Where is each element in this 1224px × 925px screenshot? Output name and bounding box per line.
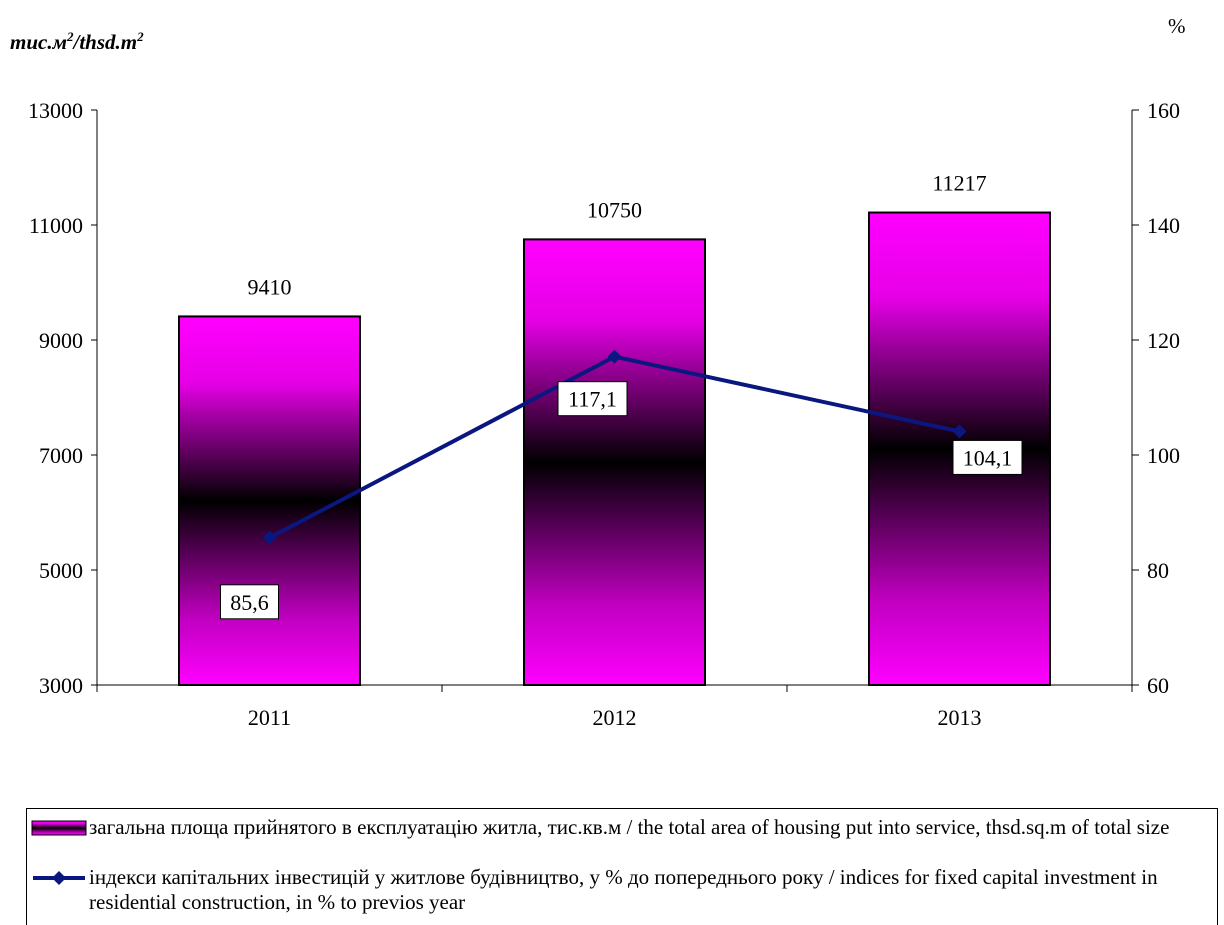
x-tick-label: 2012: [593, 705, 637, 730]
bar-data-label: 10750: [587, 197, 642, 222]
left-tick-label: 11000: [29, 213, 83, 238]
left-tick-label: 9000: [39, 328, 83, 353]
line-data-label: 85,6: [230, 590, 269, 615]
right-tick-label: 140: [1147, 213, 1180, 238]
line-data-label-box: [952, 439, 1023, 475]
legend-bar-label: загальна площа прийнятого в експлуатацію…: [89, 815, 1170, 839]
legend-line-label: індекси капітальних інвестицій у житлове…: [89, 865, 1158, 914]
left-tick-label: 3000: [39, 673, 83, 698]
right-tick-label: 80: [1147, 558, 1169, 583]
bar-data-label: 9410: [248, 274, 292, 299]
legend-line-swatch: [33, 871, 85, 885]
line-point: [952, 424, 967, 439]
bar-series: 9410 10750 11217: [178, 171, 1051, 687]
line-data-label: 117,1: [568, 387, 617, 412]
legend: загальна площа прийнятого в експлуатацію…: [26, 808, 1218, 925]
bar: [523, 238, 706, 686]
right-tick-label: 100: [1147, 443, 1180, 468]
x-tick-label: 2013: [938, 705, 982, 730]
right-tick-label: 160: [1147, 98, 1180, 123]
line-data-label-box: [557, 381, 628, 417]
right-tick-label: 120: [1147, 328, 1180, 353]
left-tick-label: 13000: [28, 98, 83, 123]
bar-data-label: 11217: [932, 171, 986, 196]
bar: [178, 315, 361, 686]
line-point: [607, 349, 622, 364]
line-series: 85,6 117,1 104,1: [220, 349, 1023, 620]
line-data-label-box: [220, 584, 279, 620]
line-data-label: 104,1: [963, 445, 1013, 470]
line-point: [262, 530, 277, 545]
combo-chart: 3000 5000 7000 9000 11000 13000 60 80 100 120 140 1…: [28, 98, 1180, 730]
left-tick-label: 7000: [39, 443, 83, 468]
x-tick-label: 2011: [248, 705, 291, 730]
right-axis-unit: %: [1168, 14, 1186, 38]
left-axis-unit: тис.м2/thsd.m2: [10, 29, 144, 54]
left-tick-label: 5000: [39, 558, 83, 583]
legend-bar-swatch: [31, 820, 87, 836]
right-tick-label: 60: [1147, 673, 1169, 698]
